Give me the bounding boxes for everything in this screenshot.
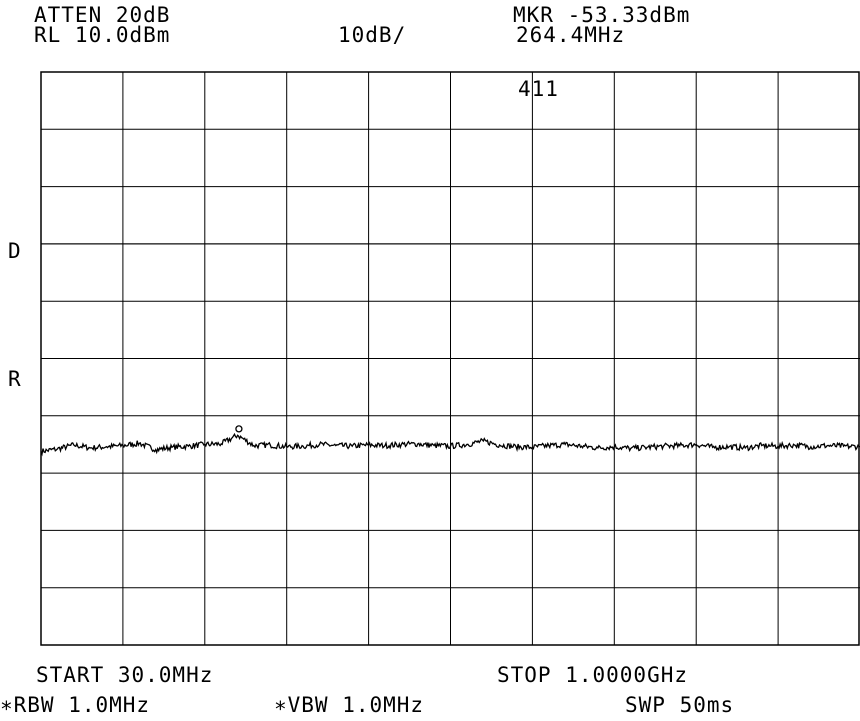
reference-label: R	[8, 367, 22, 391]
display-line-label: D	[8, 239, 22, 263]
marker-layer	[235, 425, 243, 433]
stop-frequency-readout: STOP 1.0000GHz	[497, 663, 689, 687]
marker-level-readout: MKR -53.33dBm	[513, 3, 691, 27]
trace-layer	[40, 432, 860, 457]
attenuation-readout: ATTEN 20dB	[34, 3, 171, 27]
rbw-readout: ∗RBW 1.0MHz	[0, 693, 151, 717]
reference-level-readout: RL 10.0dBm	[34, 23, 171, 47]
marker-point	[235, 425, 243, 433]
graticule-grid	[40, 71, 860, 646]
marker-number-label: 411	[518, 77, 559, 101]
start-frequency-readout: START 30.0MHz	[36, 663, 214, 687]
scale-readout: 10dB/	[338, 23, 407, 47]
sweep-time-readout: SWP 50ms	[625, 693, 735, 717]
marker-frequency-readout: 264.4MHz	[516, 23, 626, 47]
trace-series	[40, 432, 860, 457]
vbw-readout: ∗VBW 1.0MHz	[274, 693, 425, 717]
